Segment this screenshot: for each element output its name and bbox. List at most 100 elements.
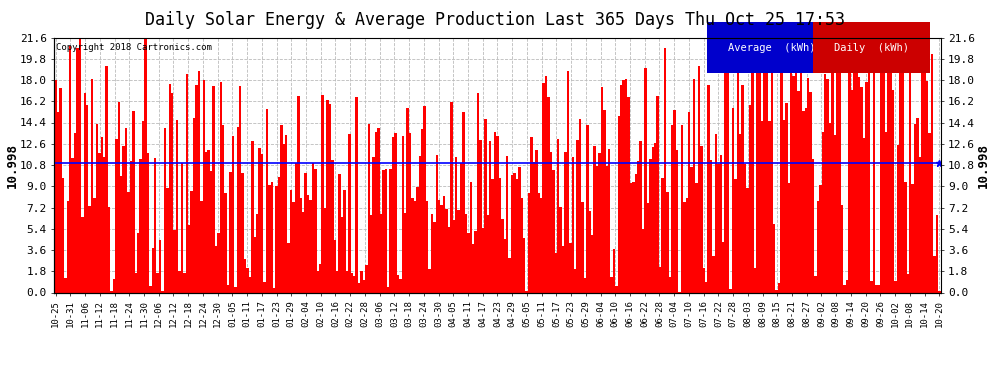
Bar <box>467 233 469 292</box>
Bar <box>115 139 118 292</box>
Bar <box>149 286 151 292</box>
Bar <box>649 159 651 292</box>
Bar <box>581 202 584 292</box>
Bar <box>540 198 543 292</box>
Bar <box>518 167 521 292</box>
Bar <box>758 57 761 292</box>
Bar <box>715 134 717 292</box>
Bar <box>263 282 265 292</box>
Bar <box>290 190 292 292</box>
Bar <box>424 106 426 292</box>
Bar <box>618 116 620 292</box>
Bar <box>686 198 688 292</box>
Bar <box>780 38 783 292</box>
Bar <box>450 102 452 292</box>
Bar <box>230 172 232 292</box>
Bar <box>193 118 195 292</box>
Bar <box>628 97 630 292</box>
Bar <box>145 38 147 292</box>
Bar <box>334 240 336 292</box>
Bar <box>431 214 434 292</box>
Bar <box>814 276 817 292</box>
Bar <box>455 157 457 292</box>
Bar <box>322 95 324 292</box>
Bar <box>426 201 429 292</box>
Bar <box>552 170 554 292</box>
Bar <box>805 108 807 292</box>
Bar <box>538 193 540 292</box>
Bar <box>239 86 242 292</box>
Bar <box>739 134 742 292</box>
Bar <box>158 240 161 292</box>
Bar <box>671 124 673 292</box>
Bar <box>312 163 314 292</box>
Bar <box>280 126 282 292</box>
Bar <box>176 120 178 292</box>
Bar <box>292 202 295 292</box>
Bar <box>848 42 850 292</box>
Bar <box>137 233 140 292</box>
Bar <box>533 162 536 292</box>
Bar <box>244 259 247 292</box>
Bar <box>394 133 397 292</box>
Bar <box>447 226 450 292</box>
Bar <box>642 229 644 292</box>
Bar <box>365 265 367 292</box>
Bar <box>566 70 569 292</box>
Bar <box>797 91 800 292</box>
Bar <box>336 271 339 292</box>
Bar <box>819 185 822 292</box>
Bar <box>720 155 722 292</box>
Bar <box>756 70 758 292</box>
Bar <box>327 100 329 292</box>
Bar <box>586 125 588 292</box>
Bar <box>314 169 317 292</box>
Bar <box>615 286 618 292</box>
Bar <box>210 171 212 292</box>
Bar <box>392 137 394 292</box>
Bar <box>855 55 858 292</box>
Bar <box>753 268 756 292</box>
Bar <box>722 242 725 292</box>
Bar <box>890 56 892 292</box>
Bar <box>663 48 666 292</box>
Bar <box>270 182 273 292</box>
Bar <box>839 38 841 292</box>
Bar <box>544 76 547 292</box>
Bar <box>195 85 198 292</box>
Bar <box>751 70 753 292</box>
Bar <box>307 195 309 292</box>
Bar <box>909 38 912 292</box>
Bar <box>916 118 919 292</box>
Bar <box>96 124 98 292</box>
Bar <box>743 164 746 292</box>
Bar <box>265 108 268 292</box>
Bar <box>601 87 603 292</box>
Bar <box>275 186 278 292</box>
Bar <box>173 230 176 292</box>
Bar <box>88 206 91 292</box>
Bar <box>339 174 341 292</box>
Bar <box>521 198 523 292</box>
Bar <box>902 38 904 292</box>
Bar <box>305 172 307 292</box>
Bar <box>637 160 640 292</box>
Bar <box>419 156 421 292</box>
Bar <box>676 150 678 292</box>
Bar <box>154 158 156 292</box>
Bar <box>140 159 142 292</box>
Bar <box>668 277 671 292</box>
Bar <box>273 288 275 292</box>
Bar <box>531 137 533 292</box>
Bar <box>837 63 839 292</box>
Bar <box>765 67 768 292</box>
Bar <box>654 143 656 292</box>
Bar <box>268 185 270 292</box>
Bar <box>569 243 571 292</box>
Bar <box>717 164 720 292</box>
Bar <box>178 271 181 292</box>
Bar <box>730 289 732 292</box>
Bar <box>673 110 676 292</box>
Bar <box>397 274 399 292</box>
Bar <box>251 141 253 292</box>
